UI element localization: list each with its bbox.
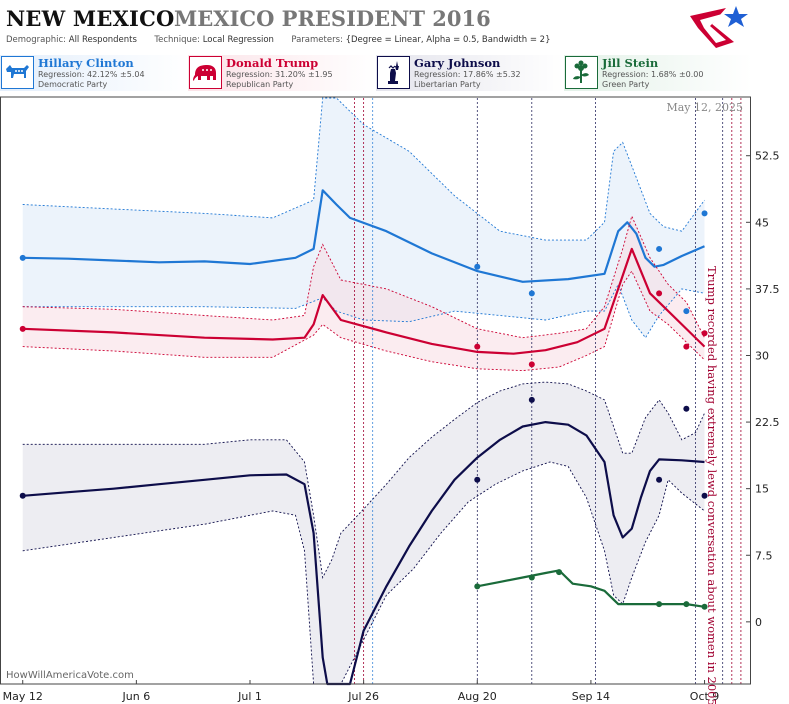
x-tick-label: May 12 bbox=[3, 690, 43, 703]
confidence-band bbox=[22, 382, 705, 684]
candidate-regression: Regression: 31.20% ±1.95 bbox=[226, 70, 333, 79]
confidence-upper bbox=[22, 214, 705, 339]
confidence-lower bbox=[22, 461, 705, 685]
donkey-icon bbox=[1, 56, 34, 89]
data-point[interactable] bbox=[474, 263, 481, 270]
elephant-icon bbox=[189, 56, 222, 89]
data-point[interactable] bbox=[683, 343, 690, 350]
y-tick-label: 52.5 bbox=[755, 150, 780, 163]
demographic-value: All Respondents bbox=[68, 35, 137, 45]
data-point[interactable] bbox=[683, 405, 690, 412]
statue-of-liberty-icon bbox=[377, 56, 410, 89]
data-point[interactable] bbox=[701, 603, 708, 610]
candidate-party: Green Party bbox=[602, 80, 650, 89]
candidate-name: Jill Stein bbox=[602, 56, 659, 70]
y-tick-label: 45 bbox=[755, 216, 769, 229]
poll-chart: 52.5 45 37.5 30 22.5 15 7.5 0 May 12 Jun 6 Jul 1 Ju… bbox=[0, 96, 780, 704]
y-tick-label: 37.5 bbox=[755, 283, 780, 296]
parameters-label: Parameters: bbox=[291, 35, 343, 45]
demographic-label: Demographic: bbox=[6, 35, 67, 45]
x-tick-label: Jul 1 bbox=[237, 690, 262, 703]
confidence-upper bbox=[22, 381, 705, 579]
technique-label: Technique: bbox=[154, 35, 201, 45]
race-title: MEXICO PRESIDENT 2016 bbox=[174, 6, 491, 31]
series-line bbox=[22, 247, 706, 355]
data-point[interactable] bbox=[474, 343, 481, 350]
candidate-regression: Regression: 1.68% ±0.00 bbox=[602, 70, 704, 79]
legend-item-trump[interactable]: Donald Trump Regression: 31.20% ±1.95 Re… bbox=[188, 55, 376, 91]
legend-item-johnson[interactable]: Gary Johnson Regression: 17.86% ±5.32 Li… bbox=[376, 55, 564, 91]
data-point[interactable] bbox=[683, 601, 690, 608]
data-point[interactable] bbox=[474, 476, 481, 483]
series-line bbox=[22, 189, 705, 283]
data-point[interactable] bbox=[556, 569, 563, 576]
confidence-band bbox=[22, 98, 705, 338]
x-tick-label: Oct 9 bbox=[690, 690, 720, 703]
x-tick-label: Jun 6 bbox=[122, 690, 151, 703]
candidate-party: Libertarian Party bbox=[414, 80, 481, 89]
data-point[interactable] bbox=[701, 330, 708, 337]
parameters-line: Demographic: All Respondents Technique: … bbox=[6, 35, 550, 45]
y-tick-label: 0 bbox=[755, 616, 762, 629]
data-point[interactable] bbox=[701, 210, 708, 217]
data-point[interactable] bbox=[656, 245, 663, 252]
y-tick-label: 7.5 bbox=[755, 549, 773, 562]
confidence-upper bbox=[22, 97, 705, 241]
candidate-name: Donald Trump bbox=[226, 56, 319, 70]
data-point[interactable] bbox=[528, 361, 535, 368]
event-annotation: Trump recorded having extremely lewd con… bbox=[705, 266, 719, 704]
data-point[interactable] bbox=[528, 574, 535, 581]
watermark: HowWillAmericaVote.com bbox=[6, 670, 134, 681]
series-line bbox=[477, 569, 705, 608]
data-point[interactable] bbox=[656, 290, 663, 297]
data-point[interactable] bbox=[19, 254, 26, 261]
y-tick-label: 22.5 bbox=[755, 416, 780, 429]
legend-item-clinton[interactable]: Hillary Clinton Regression: 42.12% ±5.04… bbox=[0, 55, 188, 91]
plot-frame bbox=[0, 96, 751, 685]
data-point[interactable] bbox=[19, 492, 26, 499]
candidate-name: Hillary Clinton bbox=[38, 56, 134, 70]
data-point[interactable] bbox=[528, 396, 535, 403]
x-tick-label: Aug 20 bbox=[458, 690, 497, 703]
date-stamp: May 12, 2025 bbox=[666, 101, 743, 114]
flag-logo-icon bbox=[690, 6, 748, 48]
candidate-party: Democratic Party bbox=[38, 80, 108, 89]
y-tick-label: 30 bbox=[755, 349, 769, 362]
confidence-lower bbox=[22, 270, 705, 372]
series-line bbox=[22, 421, 705, 686]
data-point[interactable] bbox=[701, 492, 708, 499]
x-tick-label: Sep 14 bbox=[572, 690, 610, 703]
candidate-party: Republican Party bbox=[226, 80, 294, 89]
parameters-value: {Degree = Linear, Alpha = 0.5, Bandwidth… bbox=[345, 35, 551, 45]
x-tick-label: Jul 26 bbox=[347, 690, 379, 703]
state-title: NEW MEXICO bbox=[6, 6, 175, 31]
data-point[interactable] bbox=[683, 308, 690, 315]
confidence-lower bbox=[22, 283, 705, 339]
flower-icon bbox=[565, 56, 598, 89]
confidence-band bbox=[22, 216, 705, 371]
data-point[interactable] bbox=[474, 583, 481, 590]
data-point[interactable] bbox=[656, 601, 663, 608]
data-point[interactable] bbox=[528, 290, 535, 297]
candidate-name: Gary Johnson bbox=[414, 56, 501, 70]
candidate-regression: Regression: 17.86% ±5.32 bbox=[414, 70, 521, 79]
data-point[interactable] bbox=[19, 325, 26, 332]
technique-value: Local Regression bbox=[202, 35, 274, 45]
header: NEW MEXICO MEXICO PRESIDENT 2016 Demogra… bbox=[0, 0, 789, 58]
candidate-legend: Hillary Clinton Regression: 42.12% ±5.04… bbox=[0, 55, 789, 92]
y-tick-label: 15 bbox=[755, 483, 769, 496]
legend-item-stein[interactable]: Jill Stein Regression: 1.68% ±0.00 Green… bbox=[564, 55, 752, 91]
candidate-regression: Regression: 42.12% ±5.04 bbox=[38, 70, 145, 79]
data-point[interactable] bbox=[656, 476, 663, 483]
